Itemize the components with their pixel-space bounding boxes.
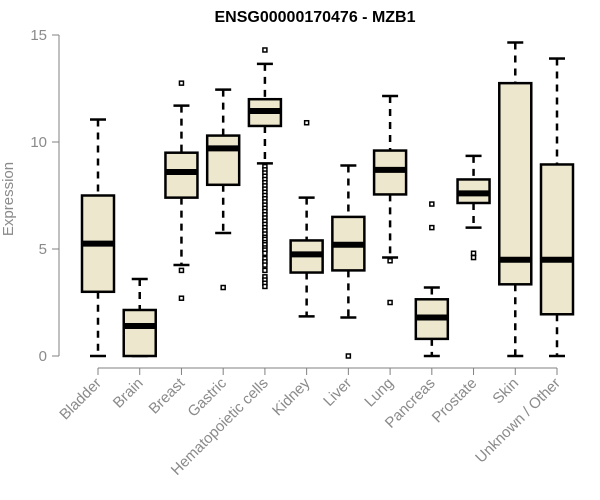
outlier-point — [178, 80, 185, 86]
x-tick-label: Liver — [320, 375, 355, 410]
outlier-point — [387, 299, 393, 306]
iqr-box — [498, 81, 533, 286]
box-lung — [372, 94, 408, 306]
outlier-point — [470, 250, 477, 257]
boxes-layer — [80, 41, 575, 359]
y-axis-title: Expression — [0, 162, 17, 236]
box-brain — [122, 277, 157, 358]
x-tick-label: Brain — [110, 375, 147, 412]
x-tick-label: Breast — [146, 374, 189, 417]
box-prostate — [456, 154, 491, 261]
outlier-point — [178, 295, 185, 301]
y-tick-label: 10 — [30, 134, 47, 151]
box-pancreas — [414, 201, 450, 358]
box-kidney — [289, 119, 324, 318]
iqr-box — [164, 151, 199, 199]
outlier-point — [429, 201, 435, 207]
box-skin — [498, 41, 533, 358]
outlier-point — [262, 250, 268, 257]
outlier-point — [178, 267, 185, 274]
box-bladder — [80, 118, 116, 358]
x-tick-label: Lung — [361, 375, 397, 411]
outlier-point — [387, 258, 393, 264]
chart-title: ENSG00000170476 - MZB1 — [215, 9, 416, 26]
iqr-box — [122, 308, 157, 358]
x-tick-label: Prostate — [429, 375, 481, 427]
iqr-box — [539, 163, 575, 316]
y-tick-label: 0 — [39, 348, 47, 365]
x-tick-label: Kidney — [269, 374, 314, 419]
outlier-point — [220, 284, 226, 291]
box-unknown-other — [539, 57, 575, 358]
outlier-point — [262, 283, 268, 290]
outlier-point — [345, 353, 352, 359]
x-tick-label: Bladder — [56, 375, 105, 424]
outlier-point — [470, 254, 477, 261]
x-tick-label: Skin — [489, 375, 522, 408]
y-axis: 0 5 10 15 — [30, 27, 60, 365]
outlier-point — [262, 262, 268, 268]
outlier-point — [262, 267, 268, 274]
outlier-point — [303, 119, 310, 126]
box-breast — [164, 80, 199, 301]
outlier-point — [262, 47, 268, 53]
y-tick-label: 5 — [39, 241, 47, 258]
outlier-point — [429, 224, 435, 231]
box-liver — [331, 164, 366, 359]
box-gastric — [205, 88, 241, 291]
box-hematopoietic-cells — [247, 47, 283, 290]
iqr-box — [205, 134, 241, 187]
y-tick-label: 15 — [30, 27, 47, 44]
